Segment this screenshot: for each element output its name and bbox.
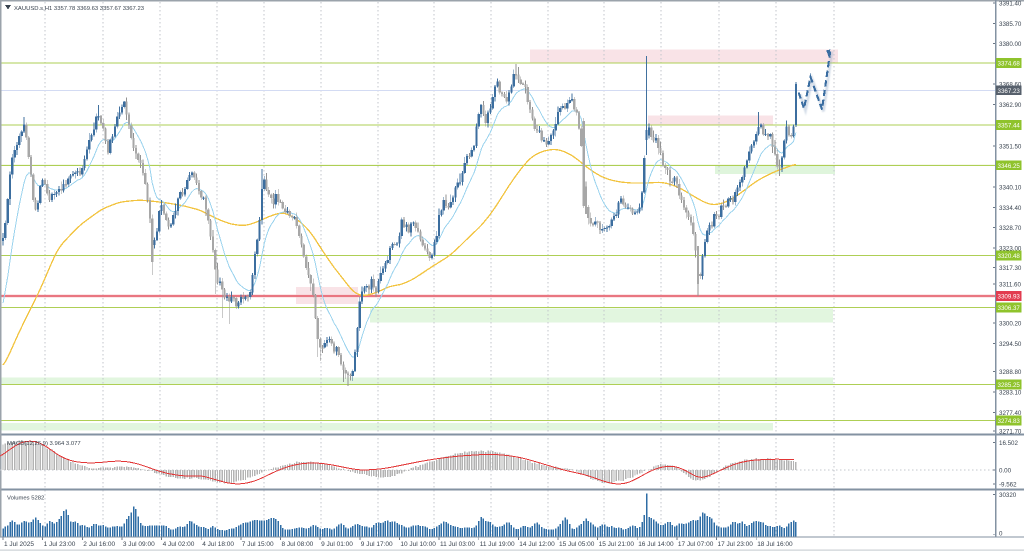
svg-text:3380.00: 3380.00 bbox=[999, 41, 1022, 48]
svg-text:3309.93: 3309.93 bbox=[998, 294, 1021, 301]
svg-text:1 Jul 2025: 1 Jul 2025 bbox=[4, 541, 34, 548]
svg-text:3306.37: 3306.37 bbox=[998, 305, 1021, 312]
svg-text:1 Jul 23:00: 1 Jul 23:00 bbox=[44, 541, 76, 548]
svg-text:XAUUSD.s,H1 3357.78 3369.63 3: XAUUSD.s,H1 3357.78 3369.63 3357.67 3367… bbox=[14, 6, 145, 12]
svg-text:-9.562: -9.562 bbox=[999, 482, 1017, 489]
svg-text:MACD(12,26,9) 3.964 3.077: MACD(12,26,9) 3.964 3.077 bbox=[7, 441, 81, 447]
svg-text:16 Jul 14:00: 16 Jul 14:00 bbox=[638, 541, 674, 548]
svg-text:15 Jul 21:00: 15 Jul 21:00 bbox=[599, 541, 635, 548]
svg-text:Volumes 5282: Volumes 5282 bbox=[7, 496, 44, 502]
svg-text:0: 0 bbox=[999, 530, 1003, 537]
svg-text:3277.40: 3277.40 bbox=[999, 410, 1022, 417]
svg-text:3311.60: 3311.60 bbox=[999, 282, 1021, 289]
svg-text:3374.68: 3374.68 bbox=[998, 61, 1021, 68]
svg-text:17 Jul 23:00: 17 Jul 23:00 bbox=[718, 541, 754, 548]
svg-text:10 Jul 10:00: 10 Jul 10:00 bbox=[400, 541, 436, 548]
svg-text:3285.25: 3285.25 bbox=[998, 382, 1021, 389]
svg-text:3274.83: 3274.83 bbox=[998, 418, 1021, 425]
svg-text:3351.50: 3351.50 bbox=[999, 144, 1022, 151]
svg-text:3367.23: 3367.23 bbox=[998, 88, 1021, 95]
svg-text:3320.48: 3320.48 bbox=[998, 253, 1021, 260]
svg-text:4 Jul 02:00: 4 Jul 02:00 bbox=[163, 541, 195, 548]
svg-text:14 Jul 12:00: 14 Jul 12:00 bbox=[519, 541, 555, 548]
svg-text:3391.40: 3391.40 bbox=[999, 1, 1022, 8]
svg-text:3346.25: 3346.25 bbox=[998, 163, 1021, 170]
svg-text:30320: 30320 bbox=[999, 492, 1017, 499]
svg-text:3385.70: 3385.70 bbox=[999, 21, 1022, 28]
svg-text:3323.00: 3323.00 bbox=[999, 246, 1022, 253]
svg-text:3340.10: 3340.10 bbox=[999, 185, 1022, 192]
svg-text:17 Jul 07:00: 17 Jul 07:00 bbox=[678, 541, 714, 548]
svg-text:18 Jul 16:00: 18 Jul 16:00 bbox=[757, 541, 793, 548]
svg-text:3294.50: 3294.50 bbox=[999, 341, 1022, 348]
svg-text:3283.10: 3283.10 bbox=[999, 390, 1022, 397]
svg-text:3 Jul 09:00: 3 Jul 09:00 bbox=[123, 541, 155, 548]
svg-text:3328.70: 3328.70 bbox=[999, 225, 1022, 232]
svg-text:3362.90: 3362.90 bbox=[999, 102, 1022, 109]
svg-text:3288.80: 3288.80 bbox=[999, 369, 1022, 376]
svg-text:11 Jul 03:00: 11 Jul 03:00 bbox=[440, 541, 475, 548]
svg-text:3271.70: 3271.70 bbox=[999, 429, 1022, 436]
svg-text:11 Jul 19:00: 11 Jul 19:00 bbox=[480, 541, 515, 548]
svg-text:7 Jul 15:00: 7 Jul 15:00 bbox=[242, 541, 274, 548]
svg-text:16.502: 16.502 bbox=[999, 440, 1018, 447]
svg-text:3317.30: 3317.30 bbox=[999, 265, 1022, 272]
svg-text:9 Jul 17:00: 9 Jul 17:00 bbox=[361, 541, 393, 548]
svg-text:3300.20: 3300.20 bbox=[999, 321, 1022, 328]
svg-text:9 Jul 01:00: 9 Jul 01:00 bbox=[321, 541, 353, 548]
svg-text:0.00: 0.00 bbox=[999, 468, 1012, 475]
svg-text:15 Jul 05:00: 15 Jul 05:00 bbox=[559, 541, 595, 548]
svg-text:4 Jul 18:00: 4 Jul 18:00 bbox=[202, 541, 234, 548]
svg-text:3357.44: 3357.44 bbox=[998, 123, 1021, 130]
svg-text:3368.60: 3368.60 bbox=[999, 82, 1022, 89]
svg-text:3334.40: 3334.40 bbox=[999, 205, 1022, 212]
svg-text:2 Jul 16:00: 2 Jul 16:00 bbox=[83, 541, 115, 548]
svg-text:8 Jul 08:00: 8 Jul 08:00 bbox=[282, 541, 314, 548]
